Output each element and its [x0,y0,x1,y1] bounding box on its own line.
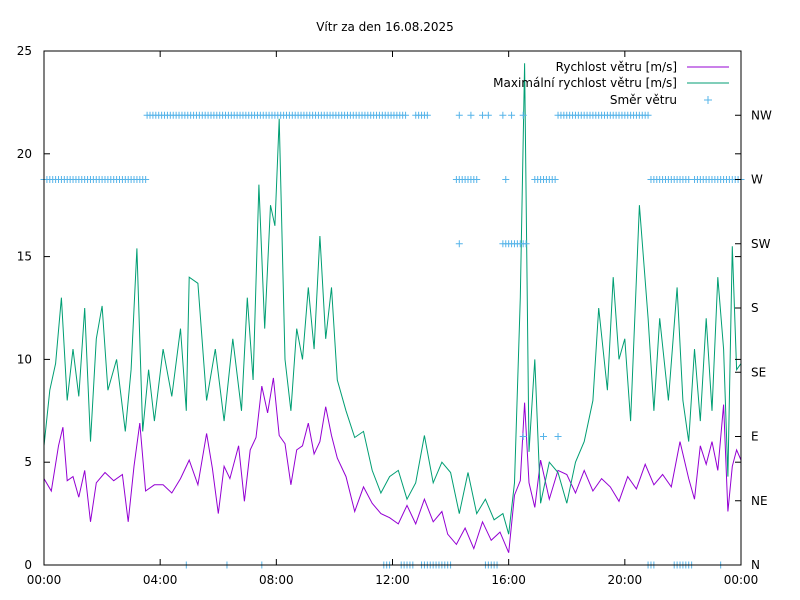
direction-point [423,111,431,119]
y2-tick-label: SW [751,237,771,251]
direction-point [484,111,492,119]
direction-point [519,433,527,440]
x-tick-label: 00:00 [724,573,759,587]
y2-tick-label: W [751,173,763,187]
direction-point [540,433,548,440]
series-line-0 [43,377,742,553]
x-tick-label: 20:00 [608,573,643,587]
axes: 0 5 10 15 20 25 N NE E SE S SW W NW 00:00 04:00 08:00 12:… [17,44,772,587]
y-tick-label: 15 [17,250,32,264]
y-tick-label: 0 [24,558,32,572]
x-tick-label: 00:00 [27,573,62,587]
direction-point [467,111,475,119]
legend-label-direction: Směr větru [610,93,677,107]
series-direction-points [40,111,745,569]
legend-label-speed: Rychlost větru [m/s] [556,60,677,74]
plot-area [40,63,745,569]
series-line-1 [43,63,742,535]
direction-point [455,111,463,119]
x-tick-label: 12:00 [375,573,410,587]
direction-point [142,176,150,183]
direction-point [455,240,463,248]
y2-tick-label: N [751,558,760,572]
legend-label-max-speed: Maximální rychlost větru [m/s] [493,76,677,90]
direction-point [519,111,527,119]
direction-point [402,111,410,119]
y-tick-label: 25 [17,44,32,58]
direction-point [644,111,652,119]
legend-marker-direction [704,96,712,104]
y2-tick-label: E [751,430,759,444]
y2-tick-label: NW [751,108,772,122]
direction-point [499,111,507,119]
y-tick-label: 10 [17,352,32,366]
y2-tick-label: NE [751,494,768,508]
y-tick-label: 5 [24,455,32,469]
y2-tick-label: SE [751,365,766,379]
x-tick-label: 16:00 [491,573,526,587]
direction-point [551,176,559,183]
direction-point [508,111,516,119]
x-tick-label: 08:00 [259,573,294,587]
direction-point [522,240,530,248]
x-tick-label: 04:00 [143,573,178,587]
chart-title: Vítr za den 16.08.2025 [316,20,454,34]
direction-point [502,176,510,183]
direction-point [473,176,481,183]
legend: Rychlost větru [m/s] Maximální rychlost … [493,60,729,107]
y-tick-label: 20 [17,147,32,161]
y2-tick-label: S [751,301,759,315]
direction-point [554,433,562,440]
